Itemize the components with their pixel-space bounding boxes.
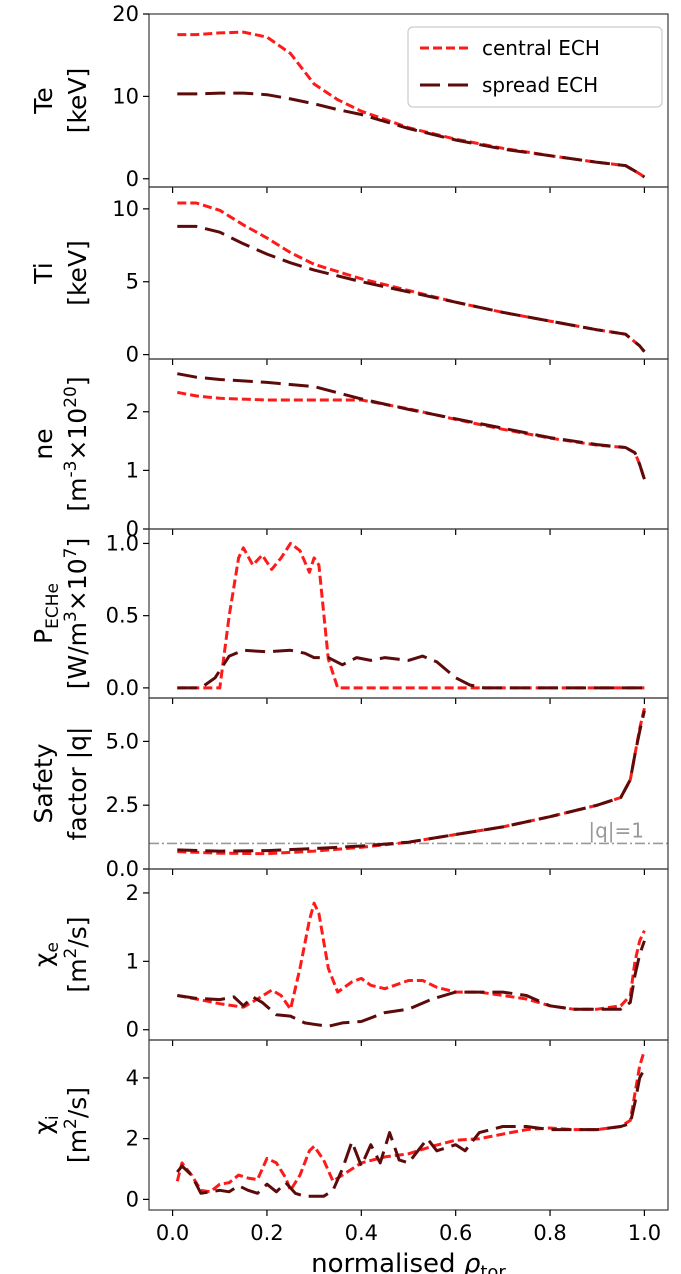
y-tick-label: 2	[126, 1127, 139, 1151]
y-axis-label-line: PECHe​	[29, 583, 63, 644]
legend-label: central ECH	[482, 36, 600, 60]
legend-label: spread ECH	[482, 73, 598, 97]
y-tick-label: 2	[126, 400, 139, 424]
y-tick-label: 0	[126, 167, 139, 191]
x-tick-label: 1.0	[628, 1221, 661, 1245]
series-line-spread	[177, 91, 646, 179]
y-axis-label-line: factor |q|	[63, 727, 92, 841]
y-tick-label: 0	[126, 1187, 139, 1211]
panel-5: |q|=1 0.0 2.5 5.0 Safety factor |q|	[29, 697, 669, 881]
y-axis-label-line: [keV]	[63, 240, 92, 306]
panel-3: 0 1 2 ne[m-3​×1020​]	[29, 358, 669, 541]
y-axis-label-line: [keV]	[63, 68, 92, 134]
panel-1: 0 10 20 Te [keV]	[29, 2, 669, 193]
x-tick-label: 0.0	[156, 1221, 189, 1245]
series-line-spread	[176, 1068, 646, 1198]
series-line-spread	[177, 224, 646, 353]
y-axis-label-line: χi​	[29, 1115, 63, 1134]
panel-4: 0.0 0.5 1.0 PECHe​[W/m3​×107​]	[29, 528, 669, 704]
y-axis-label-line: [W/m3​×107​]	[61, 538, 92, 689]
series-line-spread	[177, 710, 646, 853]
panel-6: 0 1 2 χe​[m2​/s]	[29, 868, 669, 1046]
y-axis-label-line: [m2​/s]	[61, 1087, 92, 1163]
y-axis-label-line: χe​	[29, 942, 63, 967]
series-line-central	[177, 541, 645, 690]
y-tick-label: 10	[112, 84, 139, 108]
series-line-central	[177, 390, 646, 480]
x-tick-label: 0.2	[250, 1221, 283, 1245]
y-axis-label-line: Ti	[29, 262, 58, 284]
y-axis-label-line: Safety	[29, 743, 58, 823]
panel-frame	[148, 528, 669, 699]
panel-frame	[148, 1039, 669, 1211]
panel-frame	[148, 868, 669, 1041]
y-axis-label-line: [m-3​×1020​]	[61, 376, 92, 511]
legend-box	[407, 26, 663, 108]
series-line-central	[175, 1050, 646, 1194]
y-tick-label: 1	[126, 949, 139, 973]
x-axis-label: normalised ρtor	[311, 1249, 506, 1274]
x-tick-label: 0.6	[439, 1221, 472, 1245]
panel-frame	[148, 186, 669, 360]
y-tick-label: 1.0	[106, 531, 139, 555]
y-axis-label-line: ne	[29, 428, 58, 459]
y-tick-label: 0	[126, 517, 139, 541]
y-tick-label: 0	[126, 1018, 139, 1042]
legend: central ECH spread ECH	[407, 26, 663, 108]
y-axis-label-line: [m2​/s]	[61, 916, 92, 992]
panel-2: 0 5 10 Ti [keV]	[29, 186, 669, 367]
y-tick-label: 2	[126, 881, 139, 905]
series-line-spread	[177, 940, 646, 1028]
y-tick-label: 5.0	[106, 729, 139, 753]
y-tick-label: 4	[126, 1066, 139, 1090]
y-tick-label: 20	[112, 2, 139, 26]
y-tick-label: 2.5	[106, 793, 139, 817]
series-line-central	[177, 901, 646, 1011]
y-tick-label: 1	[126, 458, 139, 482]
y-tick-label: 0.0	[106, 676, 139, 700]
series-line-spread	[177, 648, 645, 690]
y-tick-label: 5	[126, 270, 139, 294]
reference-line-label: |q|=1	[588, 818, 644, 842]
x-tick-label: 0.8	[533, 1221, 566, 1245]
x-tick-label: 0.4	[345, 1221, 378, 1245]
panel-7: 0 2 4 χi​[m2​/s]	[29, 1039, 669, 1216]
y-tick-label: 0.0	[106, 857, 139, 881]
series-line-spread	[177, 372, 646, 480]
series-line-central	[177, 707, 646, 856]
y-tick-label: 0.5	[106, 604, 139, 628]
y-tick-label: 0	[126, 343, 139, 367]
y-tick-label: 10	[112, 197, 139, 221]
series-line-central	[177, 201, 646, 353]
y-axis-label-line: Te	[29, 87, 58, 114]
